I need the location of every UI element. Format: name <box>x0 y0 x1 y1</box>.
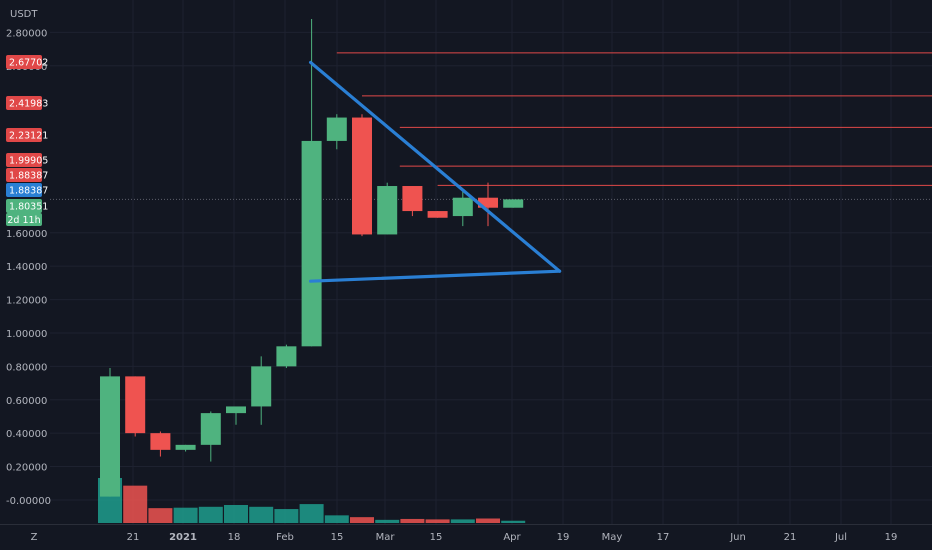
volume-bar <box>450 519 475 523</box>
candle-body <box>326 117 347 141</box>
price-tag <box>6 55 42 69</box>
volume-bar <box>299 504 324 523</box>
volume-bar <box>324 515 349 523</box>
volume-bar <box>123 485 148 523</box>
triangle-upper-line <box>309 60 562 273</box>
candle-body <box>251 366 272 407</box>
time-axis-label: Jun <box>729 532 746 543</box>
time-axis-label: 21 <box>127 532 140 543</box>
time-axis-label: Apr <box>503 532 521 543</box>
price-tag <box>6 199 42 213</box>
candle-body <box>377 186 398 235</box>
price-tag-label: 1.80351 <box>9 202 48 213</box>
price-axis-label: 0.60000 <box>6 396 47 407</box>
grid <box>0 0 932 525</box>
candle-body <box>503 199 524 208</box>
time-axis-label: 21 <box>784 532 797 543</box>
interval-tag <box>6 213 42 226</box>
triangle-lower-line <box>309 269 562 283</box>
price-axis-label: 1.20000 <box>6 296 47 307</box>
time-axis-label: May <box>602 532 623 543</box>
time-axis[interactable]: 21 2021 18 Feb 15 Mar 15 Apr 19 May 17 Jun 21 Jul 19 <box>127 532 898 543</box>
volume-bar <box>173 507 198 523</box>
time-axis-label: Mar <box>376 532 396 543</box>
time-axis-label: 18 <box>228 532 241 543</box>
time-axis-label: 2021 <box>169 532 197 543</box>
candle-body <box>100 376 120 497</box>
volume-bar <box>425 519 450 523</box>
volume-bar <box>249 506 274 523</box>
time-axis-label: Feb <box>276 532 294 543</box>
candle-body <box>427 211 448 218</box>
price-tag <box>6 96 42 110</box>
price-tag <box>6 168 42 182</box>
price-axis-label: 1.00000 <box>6 329 47 340</box>
price-tag-label: 1.99905 <box>9 156 48 167</box>
price-tag-label: 2.41983 <box>9 99 48 110</box>
volume-bar <box>350 517 374 523</box>
candle-body <box>478 197 498 208</box>
volume-bar <box>198 506 223 523</box>
price-axis-label: 0.80000 <box>6 362 47 373</box>
price-axis-label: 0.20000 <box>6 463 47 474</box>
volume-bar <box>274 509 299 523</box>
price-tag-label: 1.88387 <box>9 171 48 182</box>
price-axis-label: 0.40000 <box>6 429 47 440</box>
time-axis-label: 19 <box>557 532 570 543</box>
price-tag <box>6 128 42 142</box>
volume-bar <box>476 518 500 523</box>
price-tags: 2.67702 2.41983 2.23121 1.99905 1.88387 1.883… <box>6 55 48 226</box>
candle-body <box>200 413 221 445</box>
price-tag-label: 2.23121 <box>9 131 48 142</box>
volume-bar <box>501 520 526 523</box>
candle-body <box>301 140 322 347</box>
interval-tag-label: 2d 11h <box>7 215 40 226</box>
volume-bar <box>400 518 425 523</box>
tradingview-logo[interactable]: Z <box>31 532 38 543</box>
price-axis-label: -0.00000 <box>6 496 51 507</box>
price-tag <box>6 153 42 167</box>
candle-body <box>452 197 473 217</box>
price-tag-label: 1.88387 <box>9 186 48 197</box>
price-axis-label: 1.60000 <box>6 229 47 240</box>
candle-body <box>402 186 423 212</box>
time-axis-label: 17 <box>657 532 670 543</box>
candle-body <box>175 444 196 450</box>
price-axis-label: 2.80000 <box>6 28 47 39</box>
time-axis-label: 19 <box>885 532 898 543</box>
candle-body <box>125 376 146 434</box>
volume-bar <box>375 519 400 523</box>
time-axis-label: 15 <box>331 532 344 543</box>
volume-bar <box>224 505 248 523</box>
candle-body <box>226 406 246 414</box>
price-tag <box>6 183 42 197</box>
candles <box>100 19 524 497</box>
time-axis-label: Jul <box>834 532 847 543</box>
time-axis-label: 15 <box>430 532 443 543</box>
price-axis-label: 1.40000 <box>6 262 47 273</box>
candle-body <box>150 433 171 450</box>
candle-body <box>276 346 297 367</box>
triangle-pattern <box>309 60 562 283</box>
quote-currency-label: USDT <box>10 9 38 20</box>
price-tag-label: 2.67702 <box>9 58 48 69</box>
resistance-lines <box>50 52 932 200</box>
candle-body <box>352 117 372 235</box>
volume-bar <box>148 508 173 523</box>
